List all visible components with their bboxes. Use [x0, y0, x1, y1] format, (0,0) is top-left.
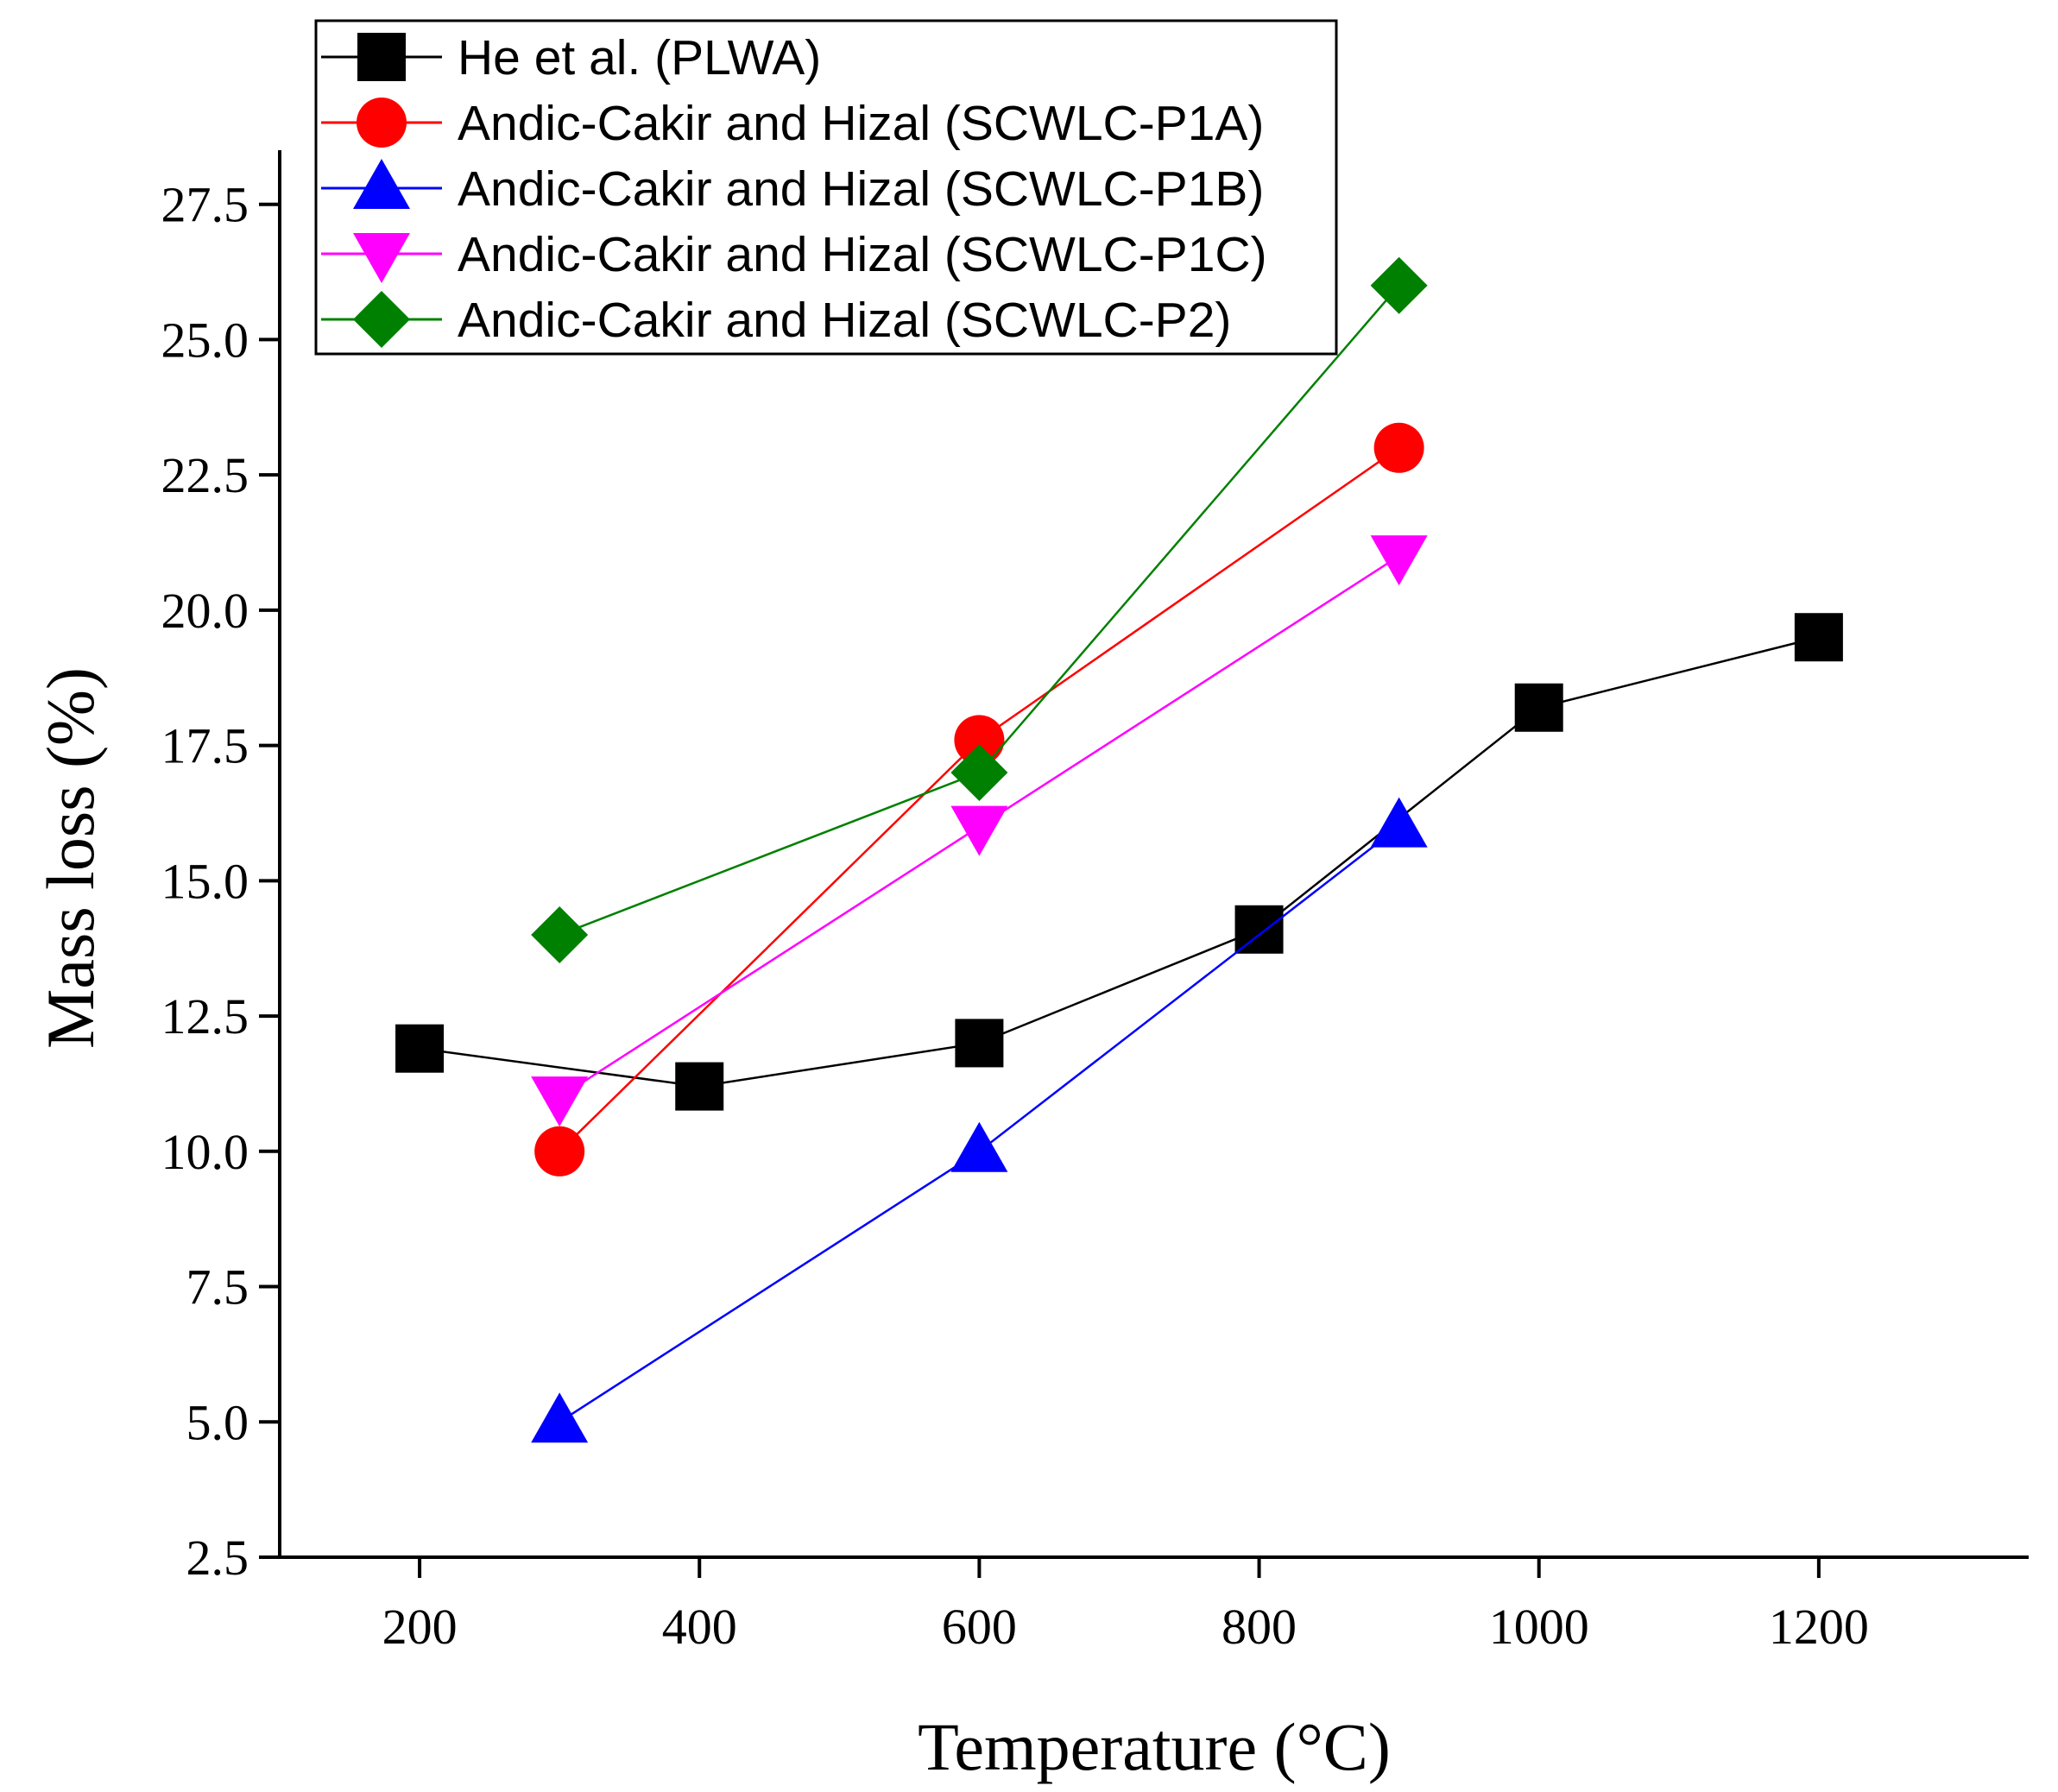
- x-tick-label: 800: [1222, 1599, 1297, 1655]
- data-point: [955, 1019, 1004, 1068]
- data-point: [954, 715, 1005, 766]
- series-group: [395, 256, 1843, 1443]
- y-tick-label: 2.5: [186, 1530, 249, 1586]
- legend-marker: [357, 33, 406, 81]
- x-axis-title: Temperature (°C): [918, 1709, 1391, 1784]
- legend-marker: [353, 159, 410, 209]
- data-point: [1234, 905, 1284, 954]
- legend-entry: He et al. (PLWA): [321, 30, 821, 85]
- series-2: [531, 797, 1428, 1443]
- series-3: [531, 535, 1428, 1127]
- y-tick-label: 12.5: [161, 988, 249, 1044]
- data-point: [531, 1392, 589, 1443]
- x-tick-label: 200: [382, 1599, 458, 1655]
- y-tick-label: 10.0: [161, 1124, 249, 1180]
- series-0: [395, 613, 1843, 1111]
- data-point: [531, 1076, 589, 1127]
- legend-label: Andic-Cakir and Hizal (SCWLC-P2): [458, 293, 1231, 348]
- legend-entry: Andic-Cakir and Hizal (SCWLC-P1C): [321, 227, 1267, 283]
- y-tick-label: 22.5: [161, 447, 249, 503]
- legend-label: Andic-Cakir and Hizal (SCWLC-P1A): [458, 96, 1264, 151]
- legend-box: [314, 19, 1338, 356]
- legend-entry: Andic-Cakir and Hizal (SCWLC-P1A): [321, 96, 1264, 151]
- legend-marker: [353, 291, 410, 348]
- data-point: [950, 743, 1008, 801]
- data-point: [1370, 797, 1428, 848]
- data-point: [395, 1024, 445, 1073]
- y-tick-label: 20.0: [161, 583, 249, 639]
- legend-marker: [357, 98, 407, 148]
- y-tick-label: 15.0: [161, 853, 249, 909]
- x-tick-label: 600: [942, 1599, 1017, 1655]
- axes: [278, 150, 2029, 1559]
- y-ticks: 2.5 5.0 7.5 10.0 12.5 15.0 17.5 20.0 22.5 25.0 27.…: [161, 177, 280, 1586]
- legend-label: He et al. (PLWA): [458, 30, 821, 85]
- legend-label: Andic-Cakir and Hizal (SCWLC-P1C): [458, 227, 1267, 282]
- y-tick-label: 25.0: [161, 312, 249, 368]
- legend-entry: Andic-Cakir and Hizal (SCWLC-P1B): [321, 159, 1264, 217]
- y-tick-label: 5.0: [186, 1394, 249, 1450]
- legend: He et al. (PLWA) Andic-Cakir and Hizal (S…: [314, 19, 1338, 356]
- y-tick-label: 17.5: [161, 718, 249, 774]
- data-point: [1370, 535, 1428, 586]
- data-point: [675, 1062, 724, 1111]
- data-point: [531, 906, 589, 964]
- x-tick-label: 400: [662, 1599, 737, 1655]
- data-point: [534, 1126, 585, 1177]
- x-tick-label: 1000: [1489, 1599, 1589, 1655]
- series-1: [534, 422, 1424, 1177]
- series-line: [419, 636, 1820, 1088]
- x-tick-label: 1200: [1769, 1599, 1869, 1655]
- y-axis-title: Mass loss (%): [33, 667, 108, 1049]
- data-point: [1373, 422, 1424, 473]
- data-point: [1514, 683, 1563, 732]
- data-point: [1370, 256, 1428, 314]
- y-tick-label: 7.5: [186, 1259, 249, 1316]
- data-point: [950, 1121, 1008, 1172]
- x-ticks: 200 400 600 800 1000 1200: [382, 1557, 1869, 1655]
- data-point: [1794, 613, 1843, 662]
- legend-entry: Andic-Cakir and Hizal (SCWLC-P2): [321, 291, 1231, 348]
- data-point: [950, 805, 1008, 856]
- legend-label: Andic-Cakir and Hizal (SCWLC-P1B): [458, 161, 1264, 217]
- series-4: [531, 256, 1428, 964]
- y-tick-label: 27.5: [161, 177, 249, 233]
- legend-marker: [353, 233, 410, 283]
